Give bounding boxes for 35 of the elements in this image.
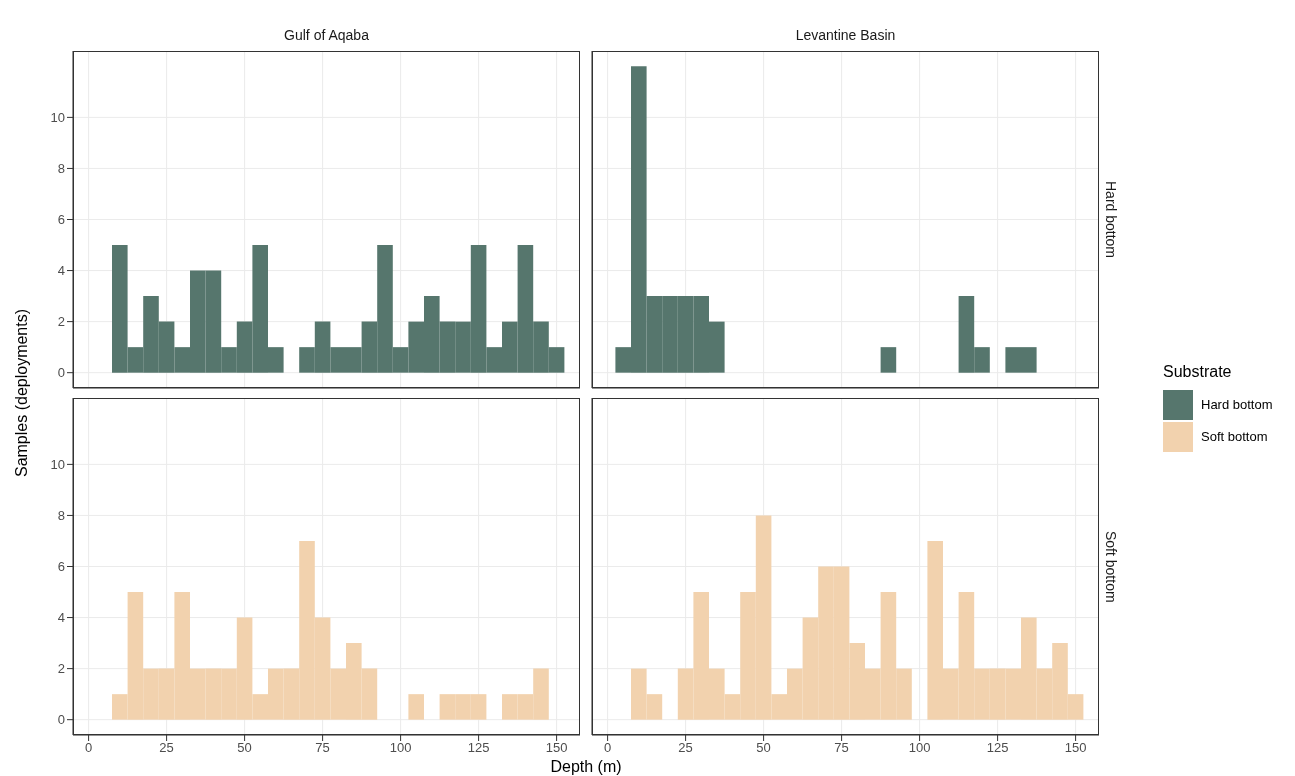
y-tick-label: 0 — [57, 712, 65, 728]
y-tick-label: 2 — [57, 661, 65, 677]
x-tick-label: 125 — [467, 740, 490, 756]
legend-title: Substrate — [1163, 363, 1233, 381]
y-tick-label: 4 — [57, 610, 65, 626]
x-tick-label: 0 — [84, 740, 93, 756]
legend-label: Hard bottom — [1201, 397, 1273, 412]
x-axis-title: Depth (m) — [549, 758, 623, 776]
y-tick-label: 10 — [50, 109, 65, 125]
y-axis-title: Samples (deployments) — [13, 308, 31, 478]
chart-title: Gulf of Aqaba — [283, 27, 370, 43]
y-tick-label: 2 — [57, 314, 65, 330]
y-tick-label: 8 — [57, 161, 65, 177]
y-tick-label: 6 — [57, 559, 65, 575]
y-tick-label: 0 — [57, 365, 65, 381]
y-tick-label: 4 — [57, 263, 65, 279]
y2-axis-title: Soft bottom — [1103, 529, 1119, 605]
x-tick-label: 75 — [834, 740, 849, 756]
chart-title: Levantine Basin — [794, 27, 897, 43]
x-tick-label: 100 — [389, 740, 412, 756]
y2-axis-title: Hard bottom — [1103, 179, 1119, 260]
x-tick-label: 150 — [545, 740, 568, 756]
y-tick-label: 8 — [57, 508, 65, 524]
x-tick-label: 75 — [315, 740, 330, 756]
x-tick-label: 50 — [756, 740, 771, 756]
y-tick-label: 10 — [50, 456, 65, 472]
x-tick-label: 25 — [159, 740, 174, 756]
x-tick-label: 125 — [986, 740, 1009, 756]
y-tick-label: 6 — [57, 212, 65, 228]
x-tick-label: 150 — [1064, 740, 1087, 756]
x-tick-label: 50 — [237, 740, 252, 756]
x-tick-label: 25 — [678, 740, 693, 756]
legend-label: Soft bottom — [1201, 429, 1268, 444]
x-tick-label: 0 — [603, 740, 612, 756]
x-tick-label: 100 — [908, 740, 931, 756]
